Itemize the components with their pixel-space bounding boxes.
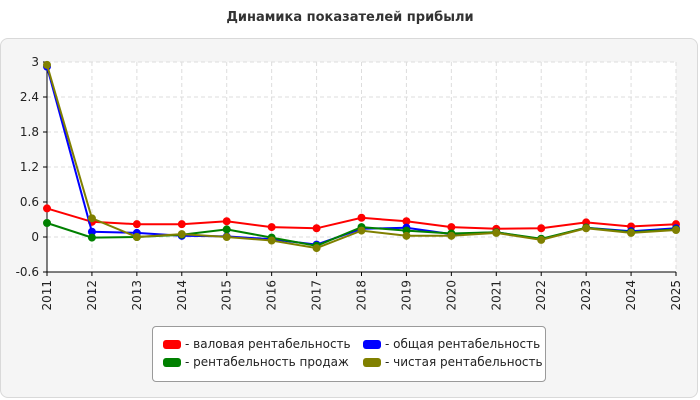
- x-tick-label: 2011: [40, 280, 54, 311]
- y-tick-label: 1.8: [20, 125, 39, 139]
- x-tick-label: 2013: [130, 280, 144, 311]
- data-point: [222, 217, 231, 226]
- data-point: [222, 225, 231, 234]
- data-point: [87, 233, 96, 242]
- data-point: [492, 228, 501, 237]
- data-point: [312, 224, 321, 233]
- legend-item-net: - чистая рентабельность: [363, 355, 543, 369]
- legend-label-net: - чистая рентабельность: [385, 355, 543, 369]
- x-tick-label: 2014: [175, 280, 189, 311]
- legend-item-total: - общая рентабельность: [363, 337, 540, 351]
- data-point: [402, 231, 411, 240]
- legend-swatch-sales: [163, 358, 181, 367]
- x-tick-label: 2015: [220, 280, 234, 311]
- x-tick-label: 2021: [489, 280, 503, 311]
- y-tick-label: 3: [31, 55, 39, 69]
- x-tick-label: 2019: [399, 280, 413, 311]
- y-tick-label: 0.6: [20, 195, 39, 209]
- data-point: [43, 204, 51, 213]
- y-tick-label: -0.6: [16, 265, 39, 279]
- data-point: [312, 244, 321, 253]
- series-group: [43, 60, 680, 253]
- y-axis: 3 2.4 1.8 1.2 0.6 0 -0.6: [16, 55, 48, 279]
- data-point: [672, 226, 680, 234]
- data-point: [43, 60, 51, 69]
- data-point: [177, 230, 186, 239]
- x-tick-label: 2020: [444, 280, 458, 311]
- data-point: [132, 233, 141, 241]
- data-point: [627, 228, 636, 237]
- y-tick-label: 0: [31, 230, 39, 244]
- data-point: [447, 231, 456, 240]
- series-3: [43, 60, 680, 253]
- legend-item-gross: - валовая рентабельность: [163, 337, 351, 351]
- data-point: [43, 219, 51, 227]
- data-point: [222, 233, 231, 241]
- data-point: [537, 224, 546, 233]
- x-tick-label: 2025: [669, 280, 683, 311]
- x-tick-label: 2018: [355, 280, 369, 311]
- x-axis: 2011 2012 2013 2014 2015 2016 2017 2018 2019 2020…: [40, 271, 683, 311]
- x-tick-label: 2017: [310, 280, 324, 311]
- data-point: [132, 220, 141, 229]
- legend-swatch-total: [363, 340, 381, 349]
- x-tick-label: 2023: [579, 280, 593, 311]
- legend-item-sales: - рентабельность продаж: [163, 355, 349, 369]
- y-tick-label: 2.4: [20, 90, 39, 104]
- x-tick-label: 2012: [85, 280, 99, 311]
- legend: - валовая рентабельность - общая рентабе…: [152, 326, 546, 382]
- data-point: [537, 235, 546, 244]
- data-point: [177, 220, 186, 229]
- legend-label-sales: - рентабельность продаж: [185, 355, 349, 369]
- data-point: [357, 213, 366, 222]
- legend-swatch-gross: [163, 340, 181, 349]
- legend-label-gross: - валовая рентабельность: [185, 337, 351, 351]
- x-tick-label: 2016: [265, 280, 279, 311]
- data-point: [267, 223, 276, 232]
- x-tick-label: 2022: [534, 280, 548, 311]
- x-tick-label: 2024: [624, 280, 638, 311]
- legend-swatch-net: [363, 358, 381, 367]
- data-point: [267, 236, 276, 245]
- data-point: [357, 226, 366, 235]
- chart-title: Динамика показателей прибыли: [226, 10, 474, 25]
- y-tick-label: 1.2: [20, 160, 39, 174]
- data-point: [87, 214, 96, 223]
- data-point: [582, 224, 591, 233]
- legend-label-total: - общая рентабельность: [385, 337, 541, 351]
